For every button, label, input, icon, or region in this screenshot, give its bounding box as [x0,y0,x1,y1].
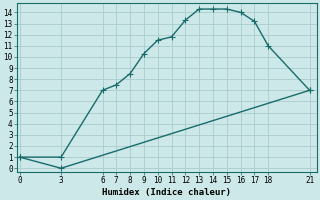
X-axis label: Humidex (Indice chaleur): Humidex (Indice chaleur) [102,188,231,197]
